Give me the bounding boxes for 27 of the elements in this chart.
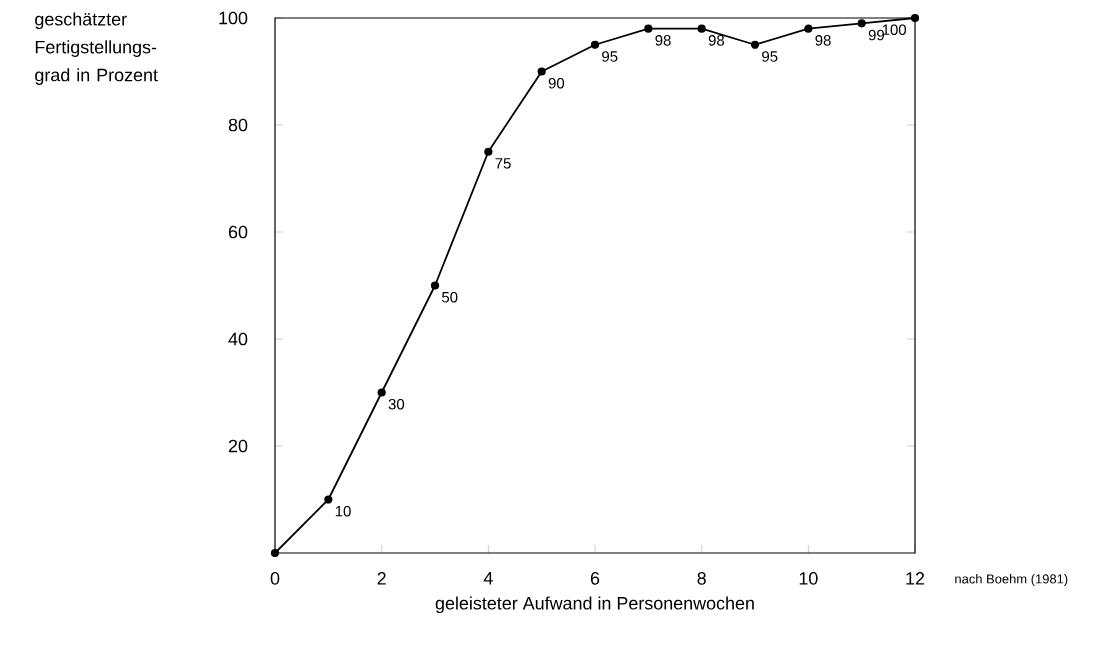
data-label: 99	[868, 29, 884, 41]
data-label: 98	[708, 35, 725, 46]
data-label: 95	[762, 51, 778, 62]
y-axis-title: geschätzter Fertigstellungs-grad in Prozent	[35, 12, 158, 85]
x-tick-label: 10	[799, 572, 818, 585]
x-tick-label: 8	[697, 572, 706, 585]
y-tick-label: 20	[228, 439, 248, 453]
data-label: 100	[882, 24, 907, 35]
data-label: 10	[335, 505, 351, 517]
text: nach Boehm (1981)	[955, 573, 1068, 587]
data-label: 98	[815, 35, 831, 46]
y-tick-label: 80	[228, 118, 248, 132]
y-tick-label: 60	[228, 225, 248, 239]
x-axis-title: geleisteter Aufwand in Personenwochen	[435, 596, 754, 614]
y-tick-label: 100	[219, 11, 248, 25]
data-label: 50	[442, 291, 458, 303]
y-tick-label: 40	[228, 332, 248, 346]
data-label: 90	[548, 77, 565, 89]
data-label: 95	[602, 51, 618, 62]
x-tick-label: 0	[270, 572, 280, 585]
data-label: 30	[388, 398, 405, 410]
x-tick-label: 12	[906, 572, 925, 585]
x-tick-label: 6	[590, 572, 600, 585]
x-tick-label: 2	[377, 572, 386, 585]
data-label: 98	[655, 35, 671, 46]
data-label: 75	[495, 158, 511, 169]
x-tick-label: 4	[483, 572, 493, 585]
